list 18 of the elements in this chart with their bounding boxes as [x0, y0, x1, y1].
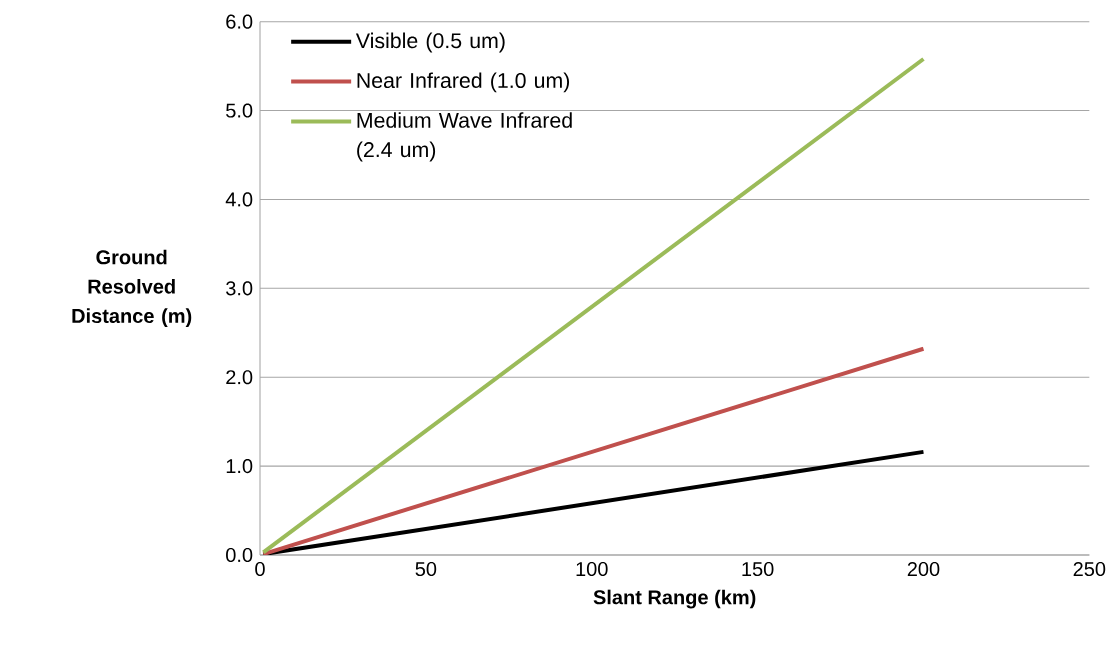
y-axis-title: Ground Resolved Distance (m) [72, 249, 192, 327]
y-tick-label: 4.0 [225, 192, 253, 207]
y-tick-label: 2.0 [226, 370, 253, 385]
x-tick-label: 50 [415, 561, 437, 577]
x-axis-title: Slant Range (km) [593, 589, 756, 609]
x-tick-label: 200 [907, 561, 940, 577]
x-tick-label: 0 [255, 561, 265, 577]
y-tick-label: 1.0 [226, 459, 253, 474]
y-tick-label: 3.0 [226, 281, 253, 296]
legend-label: Near Infrared (1.0 um) [357, 72, 570, 93]
y-tick-label: 6.0 [226, 14, 253, 29]
x-tick-label: 250 [1073, 561, 1106, 577]
y-tick-label: 5.0 [226, 103, 253, 118]
x-tick-label: 150 [742, 561, 774, 577]
legend-label: Medium Wave Infrared (2.4 um) [357, 112, 572, 162]
legend-label: Visible (0.5 um) [355, 32, 505, 53]
x-tick-label: 100 [576, 561, 608, 577]
y-tick-label: 0.0 [226, 547, 253, 563]
